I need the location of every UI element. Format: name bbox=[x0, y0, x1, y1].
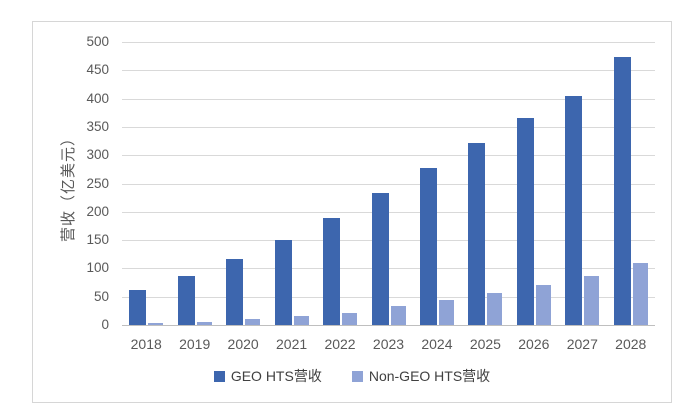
bar-geo-2022 bbox=[323, 218, 341, 325]
y-tick-label-0: 0 bbox=[101, 317, 109, 332]
bar-geo-2021 bbox=[274, 239, 292, 325]
bar-nongeo-2021 bbox=[293, 315, 309, 325]
x-tick-label-2021: 2021 bbox=[276, 336, 308, 352]
bar-geo-2028 bbox=[613, 56, 631, 325]
y-tick-label-500: 500 bbox=[86, 34, 109, 49]
bar-geo-2018 bbox=[129, 289, 147, 325]
x-tick-label-2025: 2025 bbox=[469, 336, 501, 352]
bar-nongeo-2027 bbox=[584, 276, 600, 325]
y-tick-label-450: 450 bbox=[86, 62, 109, 78]
bar-geo-2027 bbox=[565, 95, 583, 325]
gridline-350 bbox=[122, 126, 655, 128]
x-tick-label-2019: 2019 bbox=[179, 336, 211, 352]
legend-item-nongeo: Non-GEO HTS营收 bbox=[351, 366, 491, 386]
legend-item-geo: GEO HTS营收 bbox=[213, 366, 322, 386]
bar-nongeo-2023 bbox=[390, 305, 406, 325]
gridline-50 bbox=[122, 296, 655, 298]
bar-geo-2026 bbox=[516, 117, 534, 325]
x-tick-label-2020: 2020 bbox=[227, 336, 259, 352]
x-tick-label-2022: 2022 bbox=[324, 336, 356, 352]
bar-nongeo-2022 bbox=[342, 313, 358, 325]
bar-nongeo-2025 bbox=[487, 292, 503, 325]
x-tick-label-2018: 2018 bbox=[130, 336, 162, 352]
y-tick-label-400: 400 bbox=[86, 90, 109, 106]
bar-geo-2023 bbox=[371, 193, 389, 325]
bar-geo-2020 bbox=[226, 259, 244, 325]
y-tick-label-100: 100 bbox=[86, 260, 109, 276]
x-tick-label-2023: 2023 bbox=[372, 336, 405, 352]
legend: GEO HTS营收 Non-GEO HTS营收 bbox=[33, 366, 671, 386]
bar-nongeo-2024 bbox=[438, 299, 454, 325]
gridline-100 bbox=[122, 268, 655, 270]
bar-nongeo-2028 bbox=[632, 262, 648, 325]
y-tick-label-200: 200 bbox=[86, 203, 109, 219]
gridline-400 bbox=[122, 98, 655, 100]
y-tick-label-250: 250 bbox=[86, 175, 109, 191]
chart-frame: 营收（亿美元） GEO HTS营收 Non-GEO HTS营收 0 50 100 150… bbox=[32, 21, 672, 403]
x-axis-line bbox=[122, 325, 655, 326]
bar-geo-2025 bbox=[468, 142, 486, 325]
x-tick-label-2027: 2027 bbox=[566, 336, 598, 352]
gridline-300 bbox=[122, 155, 655, 157]
gridline-250 bbox=[122, 183, 655, 185]
legend-label-nongeo: Non-GEO HTS营收 bbox=[368, 368, 491, 384]
legend-swatch-geo-icon bbox=[213, 370, 225, 382]
legend-label-geo: GEO HTS营收 bbox=[230, 368, 322, 384]
x-tick-label-2028: 2028 bbox=[615, 336, 647, 352]
bar-geo-2024 bbox=[419, 167, 437, 325]
x-tick-label-2026: 2026 bbox=[518, 336, 550, 352]
y-tick-label-50: 50 bbox=[93, 288, 109, 304]
y-tick-label-150: 150 bbox=[86, 232, 109, 248]
bar-geo-2019 bbox=[177, 276, 195, 325]
y-tick-label-350: 350 bbox=[86, 118, 109, 134]
gridline-500 bbox=[122, 42, 655, 43]
gridline-450 bbox=[122, 70, 655, 72]
bar-nongeo-2018 bbox=[148, 323, 164, 325]
bar-nongeo-2026 bbox=[535, 285, 551, 325]
legend-swatch-nongeo-icon bbox=[351, 370, 363, 382]
bar-nongeo-2020 bbox=[245, 319, 261, 325]
bar-nongeo-2019 bbox=[196, 322, 212, 325]
y-tick-label-300: 300 bbox=[86, 147, 109, 163]
gridline-200 bbox=[122, 211, 655, 213]
gridline-150 bbox=[122, 240, 655, 242]
x-tick-label-2024: 2024 bbox=[421, 336, 453, 352]
